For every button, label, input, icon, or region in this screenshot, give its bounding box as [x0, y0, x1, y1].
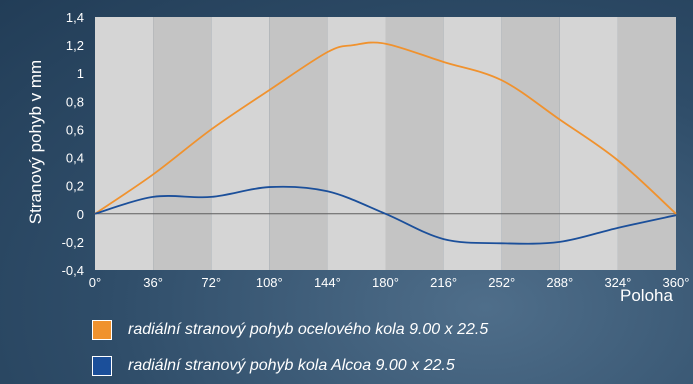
legend-label-alcoa: radiální stranový pohyb kola Alcoa 9.00 … — [128, 357, 455, 374]
x-tick-label: 72° — [201, 275, 221, 290]
y-tick-label: 0,4 — [66, 151, 84, 166]
x-tick-label: 180° — [372, 275, 399, 290]
band — [269, 17, 328, 270]
y-tick-label: 0 — [77, 207, 84, 222]
y-tick-label: 0,2 — [66, 179, 84, 194]
band — [385, 17, 444, 270]
y-tick-label: 1 — [77, 66, 84, 81]
x-tick-label: 144° — [314, 275, 341, 290]
y-axis-title: Stranový pohyb v mm — [26, 60, 45, 224]
x-tick-label: 36° — [143, 275, 163, 290]
legend-entry-steel: radiální stranový pohyb ocelového kola 9… — [92, 320, 488, 340]
band — [327, 17, 386, 270]
x-tick-labels: 0° 36° 72° 108° 144° 180° 216° 252° 288° 324° 360° — [89, 275, 690, 290]
y-tick-label: 0,8 — [66, 94, 84, 109]
band — [95, 17, 154, 270]
x-tick-label: 324° — [604, 275, 631, 290]
x-tick-label: 252° — [488, 275, 515, 290]
band — [501, 17, 560, 270]
x-tick-label: 360° — [663, 275, 690, 290]
band — [211, 17, 270, 270]
x-tick-label: 0° — [89, 275, 101, 290]
series-line-steel — [94, 41, 677, 215]
y-tick-label: -0,4 — [62, 263, 84, 278]
y-tick-label: 1,4 — [66, 10, 84, 25]
x-axis-title: Poloha — [620, 286, 673, 305]
series-line-alcoa — [94, 185, 677, 245]
legend-label-steel: radiální stranový pohyb ocelového kola 9… — [128, 321, 489, 338]
y-tick-labels: -0,4 -0,2 0 0,2 0,4 0,6 0,8 1 1,2 1,4 — [62, 10, 84, 278]
background-bands — [95, 17, 676, 270]
legend-swatch-alcoa — [92, 356, 112, 376]
x-tick-label: 288° — [546, 275, 573, 290]
legend-entry-alcoa: radiální stranový pohyb kola Alcoa 9.00 … — [92, 356, 455, 376]
band — [617, 17, 676, 270]
legend-swatch-steel — [92, 320, 112, 340]
y-tick-label: 0,6 — [66, 122, 84, 137]
y-tick-label: 1,2 — [66, 38, 84, 53]
band — [559, 17, 618, 270]
band — [443, 17, 502, 270]
y-tick-label: -0,2 — [62, 235, 84, 250]
x-tick-label: 216° — [430, 275, 457, 290]
x-tick-label: 108° — [256, 275, 283, 290]
series-layer — [94, 41, 677, 245]
band — [153, 17, 212, 270]
